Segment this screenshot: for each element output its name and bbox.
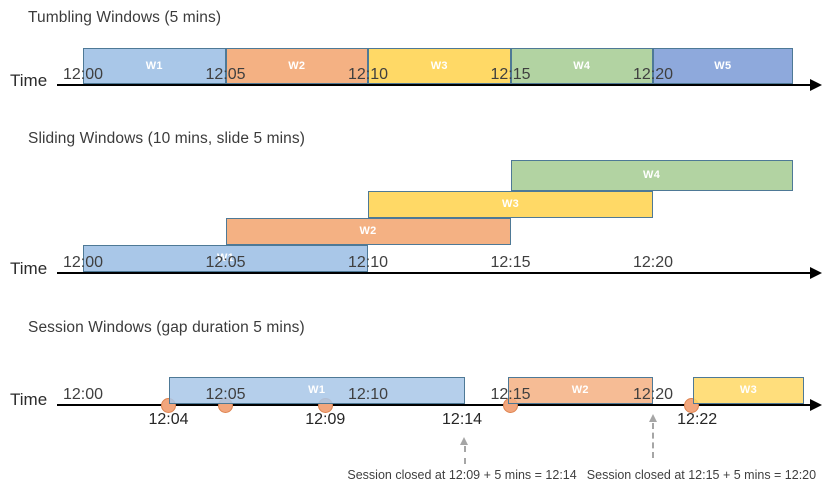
window-bar-w3: W3 (368, 48, 511, 84)
tick-label-12-20: 12:20 (632, 254, 674, 271)
session-close-annotation: Session closed at 12:09 + 5 mins = 12:14 (347, 468, 577, 482)
window-label-w2: W2 (359, 225, 377, 237)
tick-label-12-00: 12:00 (62, 66, 104, 83)
window-label-w1: W1 (216, 252, 235, 264)
window-bar-w2: W2 (225, 218, 511, 245)
window-label-w1: W1 (308, 384, 326, 396)
window-bar-w1: W1 (83, 245, 368, 272)
window-label-w3: W3 (430, 59, 448, 72)
window-bar-w2: W2 (507, 377, 653, 404)
window-bar-w3: W3 (692, 377, 805, 404)
tumbling-section-title: Tumbling Windows (5 mins) (28, 9, 222, 26)
session-close-arrow-icon (648, 414, 657, 422)
tumbling-time-axis-label: Time (10, 71, 48, 90)
axis-arrowhead-icon (810, 267, 822, 279)
window-bar-w2: W2 (225, 48, 368, 84)
timeline-axis (57, 84, 812, 86)
tick-label-12-10: 12:10 (347, 386, 389, 403)
session-close-arrow-line (463, 446, 466, 464)
window-label-w2: W2 (288, 59, 306, 72)
window-label-w4: W4 (643, 169, 661, 181)
tick-label-12-20: 12:20 (632, 386, 674, 403)
session-close-arrow-line (652, 423, 654, 458)
window-label-w1: W1 (145, 59, 163, 72)
window-bar-w4: W4 (510, 160, 793, 191)
window-bar-w3: W3 (368, 191, 653, 218)
tick-label-12-15: 12:15 (490, 386, 531, 403)
session-section-title: Session Windows (gap duration 5 mins) (28, 319, 305, 336)
window-label-w3: W3 (501, 198, 520, 210)
window-label-w3: W3 (739, 384, 758, 396)
window-label-w5: W5 (714, 59, 732, 72)
event-time-label-12-09: 12:09 (305, 411, 346, 428)
window-bar-w1: W1 (168, 377, 465, 404)
session-close-annotation: Session closed at 12:15 + 5 mins = 12:20 (586, 468, 817, 482)
session-close-arrow-icon (460, 437, 469, 445)
tick-label-12-05: 12:05 (205, 254, 246, 271)
timeline-axis (57, 404, 812, 406)
tick-label-12-15: 12:15 (490, 66, 531, 83)
tick-label-12-00: 12:00 (62, 254, 104, 271)
tick-label-12-05: 12:05 (205, 66, 246, 83)
tick-label-12-10: 12:10 (347, 66, 389, 83)
axis-arrowhead-icon (810, 79, 822, 91)
axis-arrowhead-icon (810, 399, 822, 411)
tick-label-12-10: 12:10 (347, 254, 389, 271)
event-time-label-12-04: 12:04 (148, 411, 189, 428)
session-time-axis-label: Time (10, 390, 48, 409)
timeline-axis (57, 272, 812, 274)
window-bar-w4: W4 (510, 48, 653, 84)
window-label-w2: W2 (571, 384, 589, 396)
window-bar-w5: W5 (653, 48, 793, 84)
tick-label-12-15: 12:15 (490, 254, 531, 271)
sliding-time-axis-label: Time (10, 259, 48, 278)
sliding-section-title: Sliding Windows (10 mins, slide 5 mins) (28, 130, 305, 147)
event-time-label-12-22: 12:22 (677, 411, 718, 428)
event-time-label-12-14: 12:14 (442, 411, 483, 428)
tick-label-12-20: 12:20 (632, 66, 674, 83)
window-bar-w1: W1 (83, 48, 226, 84)
window-label-w4: W4 (573, 59, 591, 72)
tick-label-12-00: 12:00 (62, 386, 104, 403)
tick-label-12-05: 12:05 (205, 386, 246, 403)
